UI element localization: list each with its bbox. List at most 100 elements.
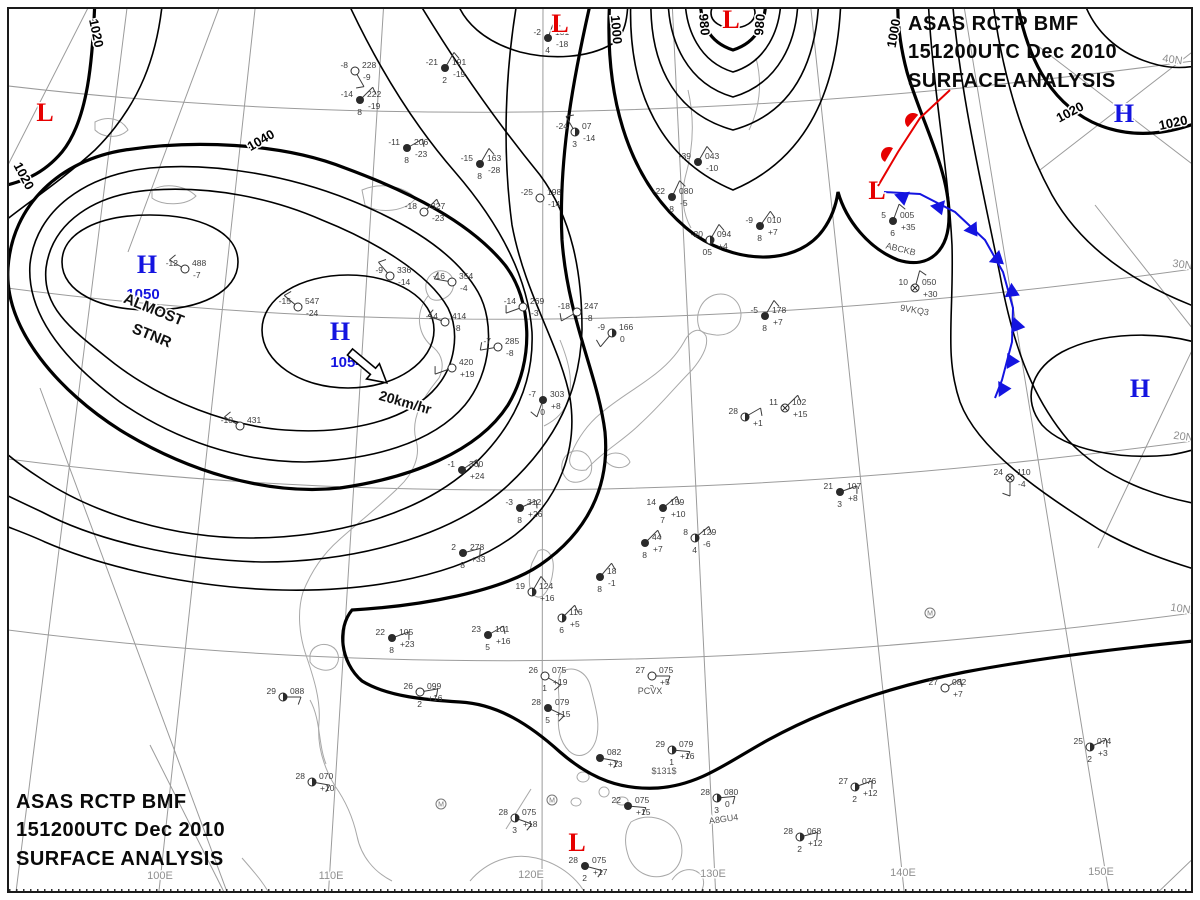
station-pressure: 336 xyxy=(397,265,411,275)
low-center-symbol: L xyxy=(551,9,568,38)
station-tendency: +12 xyxy=(863,788,878,798)
title-line: 151200UTC Dec 2010 xyxy=(16,819,226,842)
station-pressure: 082 xyxy=(607,747,621,757)
station-plot: 28 +1 xyxy=(729,406,763,428)
station-dot xyxy=(440,317,450,327)
station-temperature: 26 xyxy=(404,681,414,691)
station-dot xyxy=(447,363,457,373)
station-tendency: +8 xyxy=(551,401,561,411)
station-tendency: +7 xyxy=(773,317,783,327)
latitude-label: 30N xyxy=(1172,258,1194,273)
station-low-value: 2 xyxy=(852,794,857,804)
station-tendency: +19 xyxy=(553,677,568,687)
station-plot: 28 075 +18 3 xyxy=(499,807,538,835)
station-low-value: 5 xyxy=(545,715,550,725)
station-tendency: -28 xyxy=(488,165,501,175)
station-temperature: 28 xyxy=(296,771,306,781)
station-temperature: 28 xyxy=(701,787,711,797)
wind-barb-tick xyxy=(676,496,680,505)
station-pressure: 082 xyxy=(952,677,966,687)
station-tendency: 0 xyxy=(725,799,730,809)
station-temperature: -12 xyxy=(166,258,179,268)
station-temperature: -1 xyxy=(447,459,455,469)
station-plot: -18 247 -8 xyxy=(558,301,599,323)
station-tendency: +33 xyxy=(471,554,486,564)
station-low-value: 8 xyxy=(389,645,394,655)
grid-diagonal-line xyxy=(149,744,225,891)
station-pressure: 206 xyxy=(414,137,428,147)
isobar xyxy=(650,9,820,131)
station-temperature: 22 xyxy=(612,795,622,805)
station-dot xyxy=(544,704,552,712)
coastline xyxy=(309,643,339,671)
station-temperature: 2 xyxy=(451,542,456,552)
station-low-value: 8 xyxy=(597,584,602,594)
station-temperature: 24 xyxy=(994,467,1004,477)
meridian-line xyxy=(541,9,544,891)
station-temperature: 11 xyxy=(769,397,778,407)
station-pressure: 080 xyxy=(724,787,738,797)
station-temperature: 8 xyxy=(683,527,688,537)
wind-barb-tick xyxy=(372,87,377,95)
wind-barb-tick xyxy=(718,224,725,231)
station-dot xyxy=(596,754,604,762)
station-temperature: 27 xyxy=(839,776,849,786)
wind-barb-tick xyxy=(356,86,365,89)
wind-barb-tick xyxy=(540,576,547,583)
station-low-value: 2 xyxy=(417,699,422,709)
wind-barb-tick xyxy=(479,342,483,351)
cold-front-triangle xyxy=(988,249,1004,265)
station-pressure: 431 xyxy=(247,415,261,425)
station-pressure: 075 xyxy=(635,795,649,805)
station-low-value: 4 xyxy=(692,545,697,555)
isobar-1050 xyxy=(61,214,239,311)
station-dot xyxy=(624,802,632,810)
station-pressure: 547 xyxy=(305,296,319,306)
station-temperature: 21 xyxy=(824,481,834,491)
high-center-symbol: H xyxy=(330,317,350,346)
wind-barb-tick xyxy=(797,395,802,403)
station-temperature: -18 xyxy=(558,301,571,311)
station-dot-half xyxy=(672,746,676,754)
station-tendency: +26 xyxy=(528,509,543,519)
isobar xyxy=(667,9,799,98)
high-center-value: 1050 xyxy=(126,286,159,303)
station-plot: 28 080 03 xyxy=(701,787,739,815)
station-pressure: 131 xyxy=(555,27,569,37)
station-dot-half xyxy=(745,413,749,421)
wind-barb-tick xyxy=(559,313,562,322)
station-temperature: 26 xyxy=(529,665,539,675)
station-plot-layer: -8 228-9-21 191-192-14 222-198-15 163-288-11… xyxy=(166,20,1111,883)
wind-barb-tick xyxy=(898,203,906,210)
station-pressure: 222 xyxy=(367,89,381,99)
station-low-value: 2 xyxy=(582,873,587,883)
station-pressure: 278 xyxy=(470,542,484,552)
station-pressure: 075 xyxy=(592,855,606,865)
station-temperature: 14 xyxy=(647,497,657,507)
station-dot xyxy=(668,193,676,201)
wind-barb-tick xyxy=(773,300,780,307)
station-plot: 420+19 xyxy=(434,357,475,379)
station-tendency: -8 xyxy=(585,313,593,323)
station-dot xyxy=(889,217,897,225)
wind-barb-tick xyxy=(427,309,434,317)
station-pressure: 102 xyxy=(792,397,806,407)
station-tendency: +12 xyxy=(808,838,823,848)
station-dot xyxy=(415,687,425,697)
station-plot: 27 082 +7 xyxy=(929,677,967,699)
wind-barb-tick xyxy=(224,411,231,418)
wind-barb-tick xyxy=(479,548,481,557)
wind-barb-tick xyxy=(657,530,662,538)
station-low-value: 8 xyxy=(477,171,482,181)
station-temperature: -14 xyxy=(504,296,517,306)
station-tendency: +10 xyxy=(320,783,335,793)
station-temperature: 27 xyxy=(636,665,646,675)
station-tendency: +7 xyxy=(953,689,963,699)
wind-barb-tick xyxy=(325,784,331,793)
isobar-1054 xyxy=(261,274,435,389)
station-tendency: -4 xyxy=(460,283,468,293)
wind-barb-tick xyxy=(436,199,441,207)
station-dot-half xyxy=(532,588,536,596)
isobar xyxy=(992,9,1191,306)
